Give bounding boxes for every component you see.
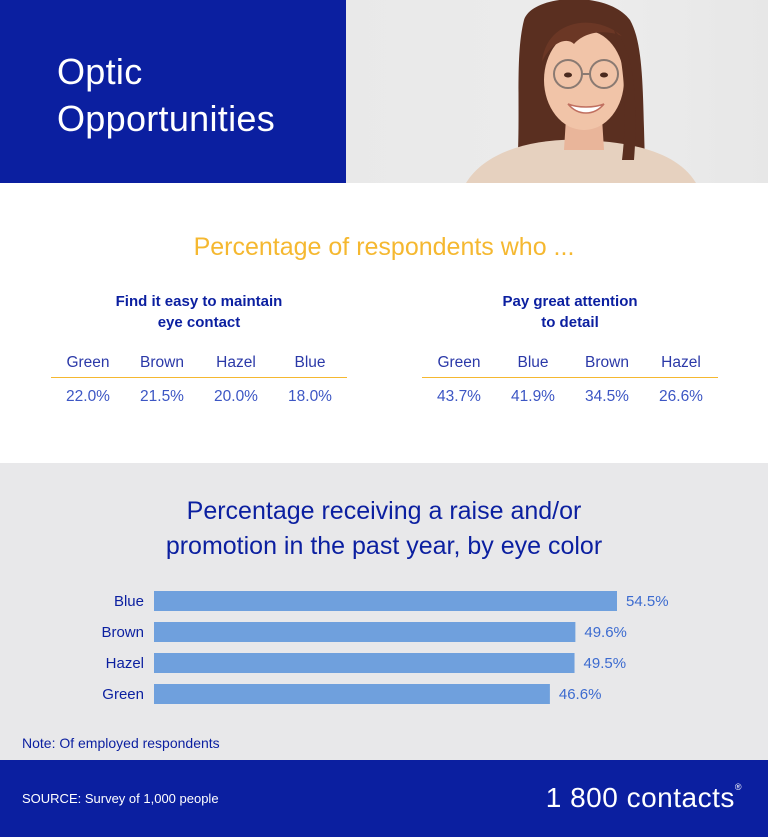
eye-contact-value-row: 22.0% 21.5% 20.0% 18.0% xyxy=(51,388,347,406)
attention-title-line-2: to detail xyxy=(541,314,599,331)
eye-contact-title-line-1: Find it easy to maintain xyxy=(115,293,283,310)
respondents-section: Percentage of respondents who ... Find i… xyxy=(0,183,768,463)
value-label: 49.5% xyxy=(584,655,627,672)
eye-contact-title: Find it easy to maintain eye contact xyxy=(51,291,347,333)
value-label: 49.6% xyxy=(584,624,627,641)
column-header: Blue xyxy=(517,354,549,371)
source-text: SOURCE: Survey of 1,000 people xyxy=(22,791,219,806)
category-label: Green xyxy=(102,686,144,703)
attention-title-line-1: Pay great attention xyxy=(502,293,638,310)
brand-name: 1 800 contacts xyxy=(545,782,735,813)
table-cell: 21.5% xyxy=(140,388,184,405)
column-header: Brown xyxy=(140,354,184,371)
column-header: Blue xyxy=(294,354,326,371)
woman-with-glasses-illustration xyxy=(466,0,696,183)
attention-value-row: 43.7% 41.9% 34.5% 26.6% xyxy=(422,388,718,406)
table-cell: 18.0% xyxy=(288,388,332,405)
chart-title-line-1: Percentage receiving a raise and/or xyxy=(186,497,582,525)
header: Optic Opportunities xyxy=(0,0,768,183)
table-cell: 43.7% xyxy=(437,388,481,405)
respondents-heading: Percentage of respondents who ... xyxy=(193,233,575,261)
table-cell: 41.9% xyxy=(511,388,555,405)
value-label: 54.5% xyxy=(626,593,669,610)
raise-bar-chart: Blue 54.5% Brown 49.6% Hazel 49.5% Green 46.6% xyxy=(101,591,669,704)
eye-contact-title-line-2: eye contact xyxy=(157,314,241,331)
category-label: Brown xyxy=(101,624,144,641)
column-header: Brown xyxy=(585,354,629,371)
table-cell: 34.5% xyxy=(585,388,629,405)
eye-contact-header-row: Green Brown Hazel Blue xyxy=(51,354,347,378)
value-label: 46.6% xyxy=(559,686,602,703)
eye-contact-table: Find it easy to maintain eye contact Gre… xyxy=(51,291,347,406)
bar-hazel xyxy=(154,653,575,673)
bar-blue xyxy=(154,591,617,611)
registered-mark: ® xyxy=(734,782,742,792)
attention-table: Pay great attention to detail Green Blue… xyxy=(422,291,718,406)
portrait-photo xyxy=(346,0,768,183)
column-header: Green xyxy=(437,354,481,371)
attention-header-row: Green Blue Brown Hazel xyxy=(422,354,718,378)
table-cell: 22.0% xyxy=(66,388,110,405)
chart-title: Percentage receiving a raise and/or prom… xyxy=(0,494,768,564)
title-line-2: Opportunities xyxy=(57,98,276,139)
bar-brown xyxy=(154,622,576,642)
table-cell: 26.6% xyxy=(659,388,703,405)
footer: SOURCE: Survey of 1,000 people 1 800 con… xyxy=(0,760,768,837)
page-title: Optic Opportunities xyxy=(57,48,275,142)
category-label: Hazel xyxy=(106,655,144,672)
category-label: Blue xyxy=(114,593,144,610)
brand-logo: 1 800 contacts® xyxy=(546,782,742,814)
column-header: Hazel xyxy=(661,354,701,371)
table-cell: 20.0% xyxy=(214,388,258,405)
attention-title: Pay great attention to detail xyxy=(422,291,718,333)
chart-note: Note: Of employed respondents xyxy=(22,735,220,751)
title-block: Optic Opportunities xyxy=(0,0,346,183)
column-header: Green xyxy=(66,354,110,371)
raise-chart-section: Percentage receiving a raise and/or prom… xyxy=(0,463,768,760)
chart-title-line-2: promotion in the past year, by eye color xyxy=(165,532,603,560)
bar-green xyxy=(154,684,550,704)
column-header: Hazel xyxy=(216,354,256,371)
title-line-1: Optic xyxy=(57,51,143,92)
